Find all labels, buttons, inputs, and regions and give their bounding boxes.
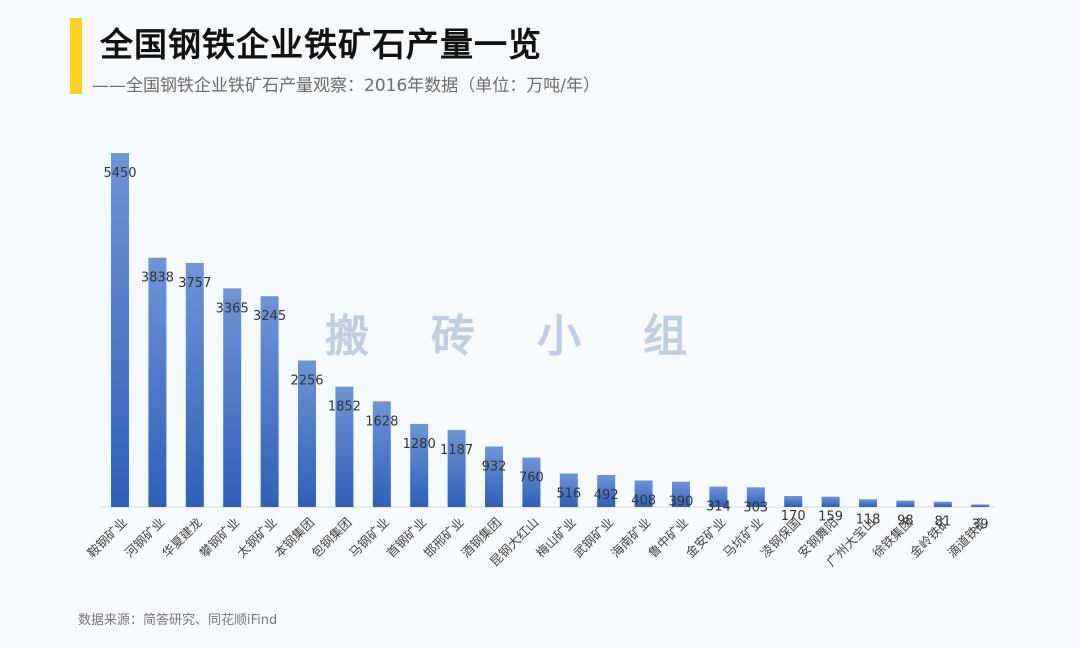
bar-海南矿业 [634, 480, 653, 507]
category-label-武钢矿业: 武钢矿业 [570, 515, 616, 561]
category-labels-group: 鞍钢矿业河钢矿业华夏建龙攀钢矿业太钢矿业本钢集团包钢集团马钢矿业首钢矿业邯邢矿业… [84, 515, 990, 570]
category-label-金安矿业: 金安矿业 [683, 515, 729, 561]
category-label-马钢矿业: 马钢矿业 [346, 515, 392, 561]
bars-group [111, 153, 990, 507]
value-label-攀钢矿业: 3365 [216, 301, 249, 316]
bar-太钢矿业 [260, 296, 279, 507]
category-label-邯邢矿业: 邯邢矿业 [421, 515, 467, 561]
value-label-武钢矿业: 492 [594, 488, 619, 503]
data-source-note: 数据来源：简答研究、同花顺iFind [78, 613, 278, 628]
bar-本钢集团 [298, 360, 316, 507]
category-label-海南矿业: 海南矿业 [608, 515, 654, 561]
value-label-本钢集团: 2256 [290, 374, 323, 389]
value-label-邯邢矿业: 1187 [440, 443, 473, 458]
category-label-金岭铁矿: 金岭铁矿 [907, 515, 953, 561]
category-label-梅山矿业: 梅山矿业 [533, 515, 579, 561]
category-label-马坑矿业: 马坑矿业 [720, 515, 766, 561]
value-label-酒钢集团: 932 [482, 460, 507, 475]
bar-广州大宝山 [859, 499, 877, 507]
category-label-滴道铁矿: 滴道铁矿 [944, 515, 990, 561]
bar-华夏建龙 [185, 263, 204, 507]
bar-邯邢矿业 [447, 429, 466, 507]
category-label-鞍钢矿业: 鞍钢矿业 [84, 515, 130, 561]
category-label-华夏建龙: 华夏建龙 [159, 515, 205, 561]
category-label-太钢矿业: 太钢矿业 [234, 515, 280, 561]
category-label-河钢矿业: 河钢矿业 [122, 515, 168, 561]
value-label-金岭铁矿: 81 [935, 515, 952, 530]
page-title: 全国钢铁企业铁矿石产量一览 [100, 25, 542, 64]
value-label-马钢矿业: 1628 [365, 414, 398, 429]
value-label-梅山矿业: 516 [556, 487, 581, 502]
bar-河钢矿业 [148, 257, 167, 507]
watermark: 搬砖小组 [325, 311, 749, 362]
value-label-广州大宝山: 118 [856, 512, 881, 527]
title-accent-bar [70, 18, 82, 94]
bar-鞍钢矿业 [111, 153, 129, 507]
value-label-徐铁集团: 98 [897, 514, 914, 529]
bar-徐铁集团 [896, 500, 915, 507]
value-label-河钢矿业: 3838 [141, 271, 174, 286]
bar-凌钢保国 [784, 496, 803, 507]
bar-包钢集团 [335, 386, 354, 507]
value-label-马坑矿业: 303 [743, 500, 768, 515]
bar-梅山矿业 [559, 473, 578, 507]
category-label-攀钢矿业: 攀钢矿业 [196, 515, 242, 561]
bar-鲁中矿业 [672, 481, 690, 507]
bar-滴道铁矿 [971, 504, 990, 507]
value-label-金安矿业: 314 [706, 500, 731, 515]
bar-马钢矿业 [372, 401, 391, 507]
bar-攀钢矿业 [223, 288, 242, 507]
value-label-鲁中矿业: 390 [669, 495, 694, 510]
value-label-鞍钢矿业: 5450 [103, 166, 136, 181]
page-subtitle: ——全国钢铁企业铁矿石产量观察：2016年数据（单位：万吨/年） [92, 76, 600, 96]
value-label-华夏建龙: 3757 [178, 276, 211, 291]
bar-武钢矿业 [597, 475, 616, 507]
bar-马坑矿业 [746, 487, 765, 507]
category-label-包钢集团: 包钢集团 [309, 515, 355, 561]
value-label-太钢矿业: 3245 [253, 309, 286, 324]
category-label-本钢集团: 本钢集团 [271, 515, 317, 561]
bar-金安矿业 [709, 486, 728, 507]
bar-酒钢集团 [485, 446, 503, 507]
value-label-凌钢保国: 170 [781, 509, 806, 524]
bar-昆钢大红山 [522, 457, 541, 507]
category-label-鲁中矿业: 鲁中矿业 [645, 515, 691, 561]
value-label-滴道铁矿: 39 [972, 518, 989, 533]
value-label-包钢集团: 1852 [328, 400, 361, 415]
bar-首钢矿业 [410, 423, 429, 507]
value-label-首钢矿业: 1280 [403, 437, 436, 452]
category-label-首钢矿业: 首钢矿业 [383, 515, 429, 561]
value-label-昆钢大红山: 760 [519, 471, 544, 486]
bar-金岭铁矿 [933, 501, 952, 507]
value-label-安钢舞阳: 159 [818, 510, 843, 525]
bar-安钢舞阳 [821, 496, 840, 507]
value-label-海南矿业: 408 [631, 494, 656, 509]
